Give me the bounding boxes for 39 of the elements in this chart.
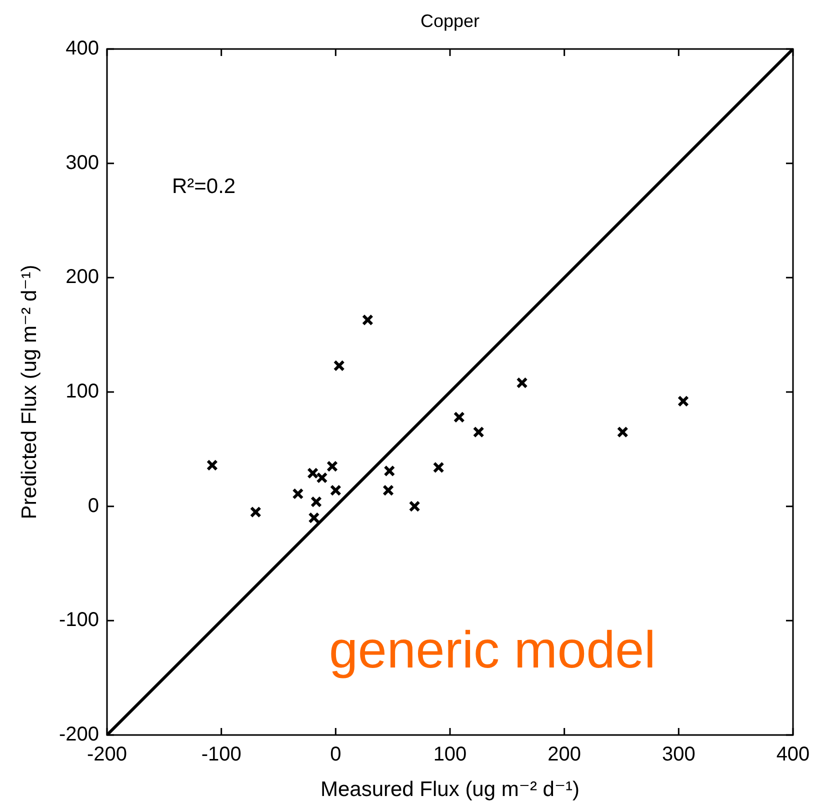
point — [362, 314, 374, 326]
x-tick-label: -100 — [201, 744, 242, 766]
point — [432, 462, 444, 474]
point — [616, 426, 628, 438]
point — [292, 488, 304, 500]
x-tick-label: 0 — [330, 744, 342, 766]
x-tick-label: 100 — [433, 744, 467, 766]
x-axis-title: Measured Flux (ug m⁻² d⁻¹) — [320, 778, 580, 801]
y-tick-label: 0 — [88, 494, 99, 517]
point — [408, 500, 420, 512]
point — [516, 377, 528, 389]
annotation: generic model — [329, 621, 656, 680]
point — [333, 360, 345, 372]
point — [316, 472, 328, 484]
point — [382, 484, 394, 496]
point — [326, 460, 338, 472]
y-tick-label: 400 — [66, 38, 99, 60]
point — [310, 496, 322, 508]
x-tick-label: 300 — [662, 744, 696, 766]
y-tick-label: 100 — [66, 380, 99, 403]
y-tick-label: -100 — [58, 609, 99, 632]
x-tick-label: -200 — [86, 744, 128, 766]
y-axis-title: Predicted Flux (ug m⁻² d⁻¹) — [18, 264, 41, 520]
point — [453, 411, 465, 423]
point — [384, 465, 396, 477]
point — [678, 395, 689, 407]
point — [206, 459, 218, 471]
chart-title: Copper — [420, 10, 480, 31]
x-tick-label: 200 — [548, 744, 582, 766]
y-tick-label: 200 — [66, 266, 99, 288]
point — [330, 484, 342, 496]
y-tick-label: 300 — [66, 152, 99, 174]
point — [250, 506, 262, 518]
x-tick-label: 400 — [776, 744, 810, 766]
point — [307, 467, 319, 479]
y-tick-label: -200 — [58, 724, 99, 746]
point — [472, 426, 484, 438]
point — [308, 512, 320, 524]
annotation: R²=0.2 — [172, 174, 236, 198]
